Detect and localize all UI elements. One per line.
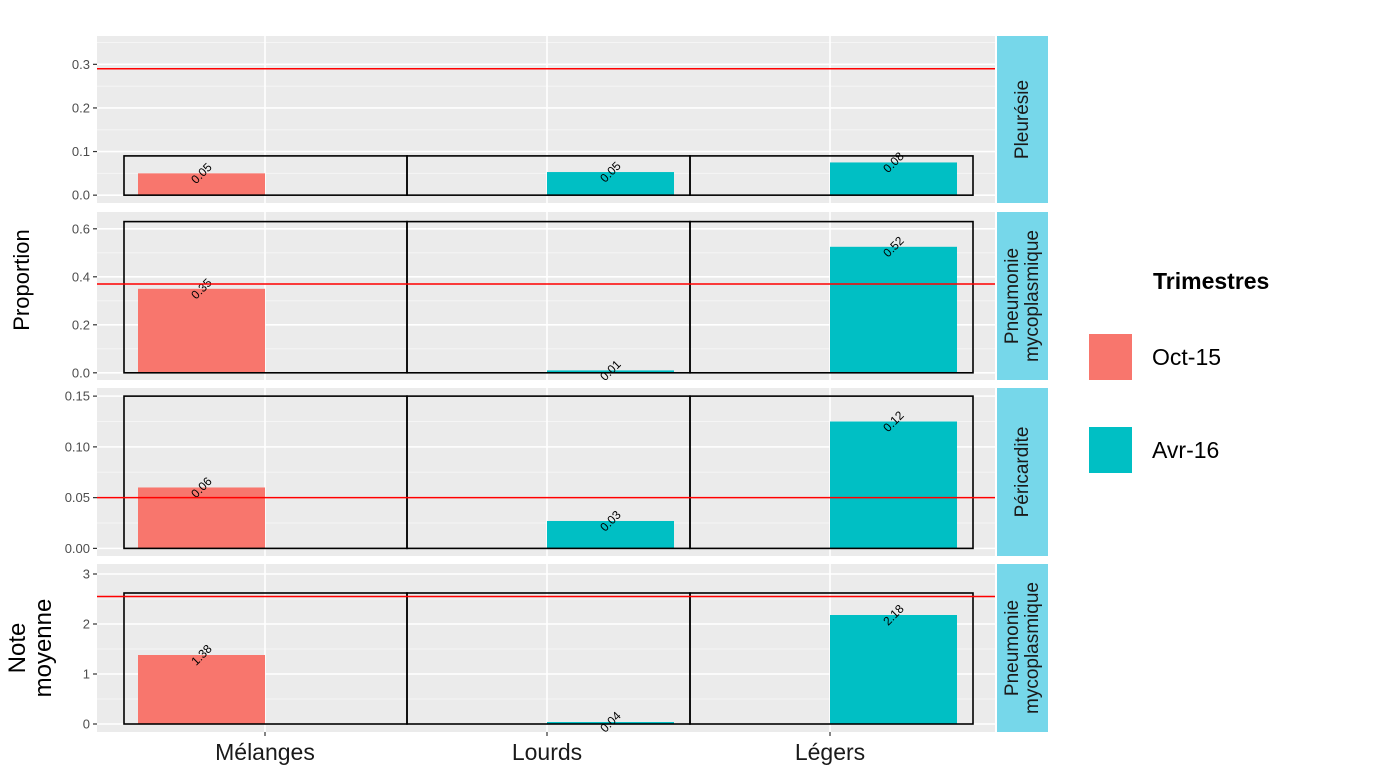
facet-strip xyxy=(997,36,1048,203)
y-axis-label-proportion: Proportion xyxy=(9,229,34,331)
legend-key-avr-16 xyxy=(1089,427,1132,473)
facet-strip-label: mycoplasmique xyxy=(1022,230,1043,362)
category-outline-box xyxy=(689,395,974,550)
y-tick-label: 0.0 xyxy=(72,365,90,380)
bar-avr-16 xyxy=(547,722,674,724)
y-tick-label: 2 xyxy=(83,617,90,632)
bar-avr-16 xyxy=(830,615,957,724)
legend-label: Avr-16 xyxy=(1152,437,1219,463)
x-tick-label: Mélanges xyxy=(215,739,315,765)
bar-avr-16 xyxy=(830,421,957,549)
bar-avr-16 xyxy=(830,162,957,196)
facet-strip xyxy=(997,212,1048,380)
bar-oct-15 xyxy=(138,655,265,724)
facet-strip-label: Pneumonie xyxy=(1002,248,1023,344)
x-tick-label: Légers xyxy=(795,739,865,765)
y-tick-label: 0.4 xyxy=(72,269,90,284)
facet-strip-label: mycoplasmique xyxy=(1022,582,1043,714)
bar-oct-15 xyxy=(138,288,265,373)
y-tick-label: 0.15 xyxy=(65,389,90,404)
facet-strip xyxy=(997,564,1048,732)
y-tick-label: 0.10 xyxy=(65,439,90,454)
y-tick-label: 0.0 xyxy=(72,188,90,203)
bar-avr-16 xyxy=(547,370,674,373)
category-outline-box xyxy=(689,592,974,725)
y-tick-label: 0.2 xyxy=(72,317,90,332)
bar-avr-16 xyxy=(547,172,674,196)
y-tick-label: 0.3 xyxy=(72,57,90,72)
y-tick-label: 1 xyxy=(83,667,90,682)
category-outline-box xyxy=(689,220,974,374)
bar-avr-16 xyxy=(547,520,674,549)
y-tick-label: 0 xyxy=(83,717,90,732)
bar-oct-15 xyxy=(138,173,265,196)
y-tick-label: 0.1 xyxy=(72,144,90,159)
y-tick-label: 0.00 xyxy=(65,541,90,556)
y-tick-label: 0.6 xyxy=(72,221,90,236)
y-axis-label-note-line2: moyenne xyxy=(30,599,57,698)
x-tick-label: Lourds xyxy=(512,739,582,765)
facet-strip-label: Pneumonie xyxy=(1002,600,1023,696)
category-outline-box xyxy=(689,155,974,196)
facet-strip-label: Péricardite xyxy=(1012,427,1033,518)
facet-strip xyxy=(997,388,1048,556)
y-tick-label: 0.2 xyxy=(72,100,90,115)
legend-title: Trimestres xyxy=(1153,268,1269,294)
legend-label: Oct-15 xyxy=(1152,344,1221,370)
y-tick-label: 0.05 xyxy=(65,490,90,505)
bar-avr-16 xyxy=(830,246,957,373)
facet-strip-label: Pleurésie xyxy=(1012,80,1033,159)
y-axis-label-note-line1: Note xyxy=(4,623,31,674)
legend-key-oct-15 xyxy=(1089,334,1132,380)
y-tick-label: 3 xyxy=(83,567,90,582)
